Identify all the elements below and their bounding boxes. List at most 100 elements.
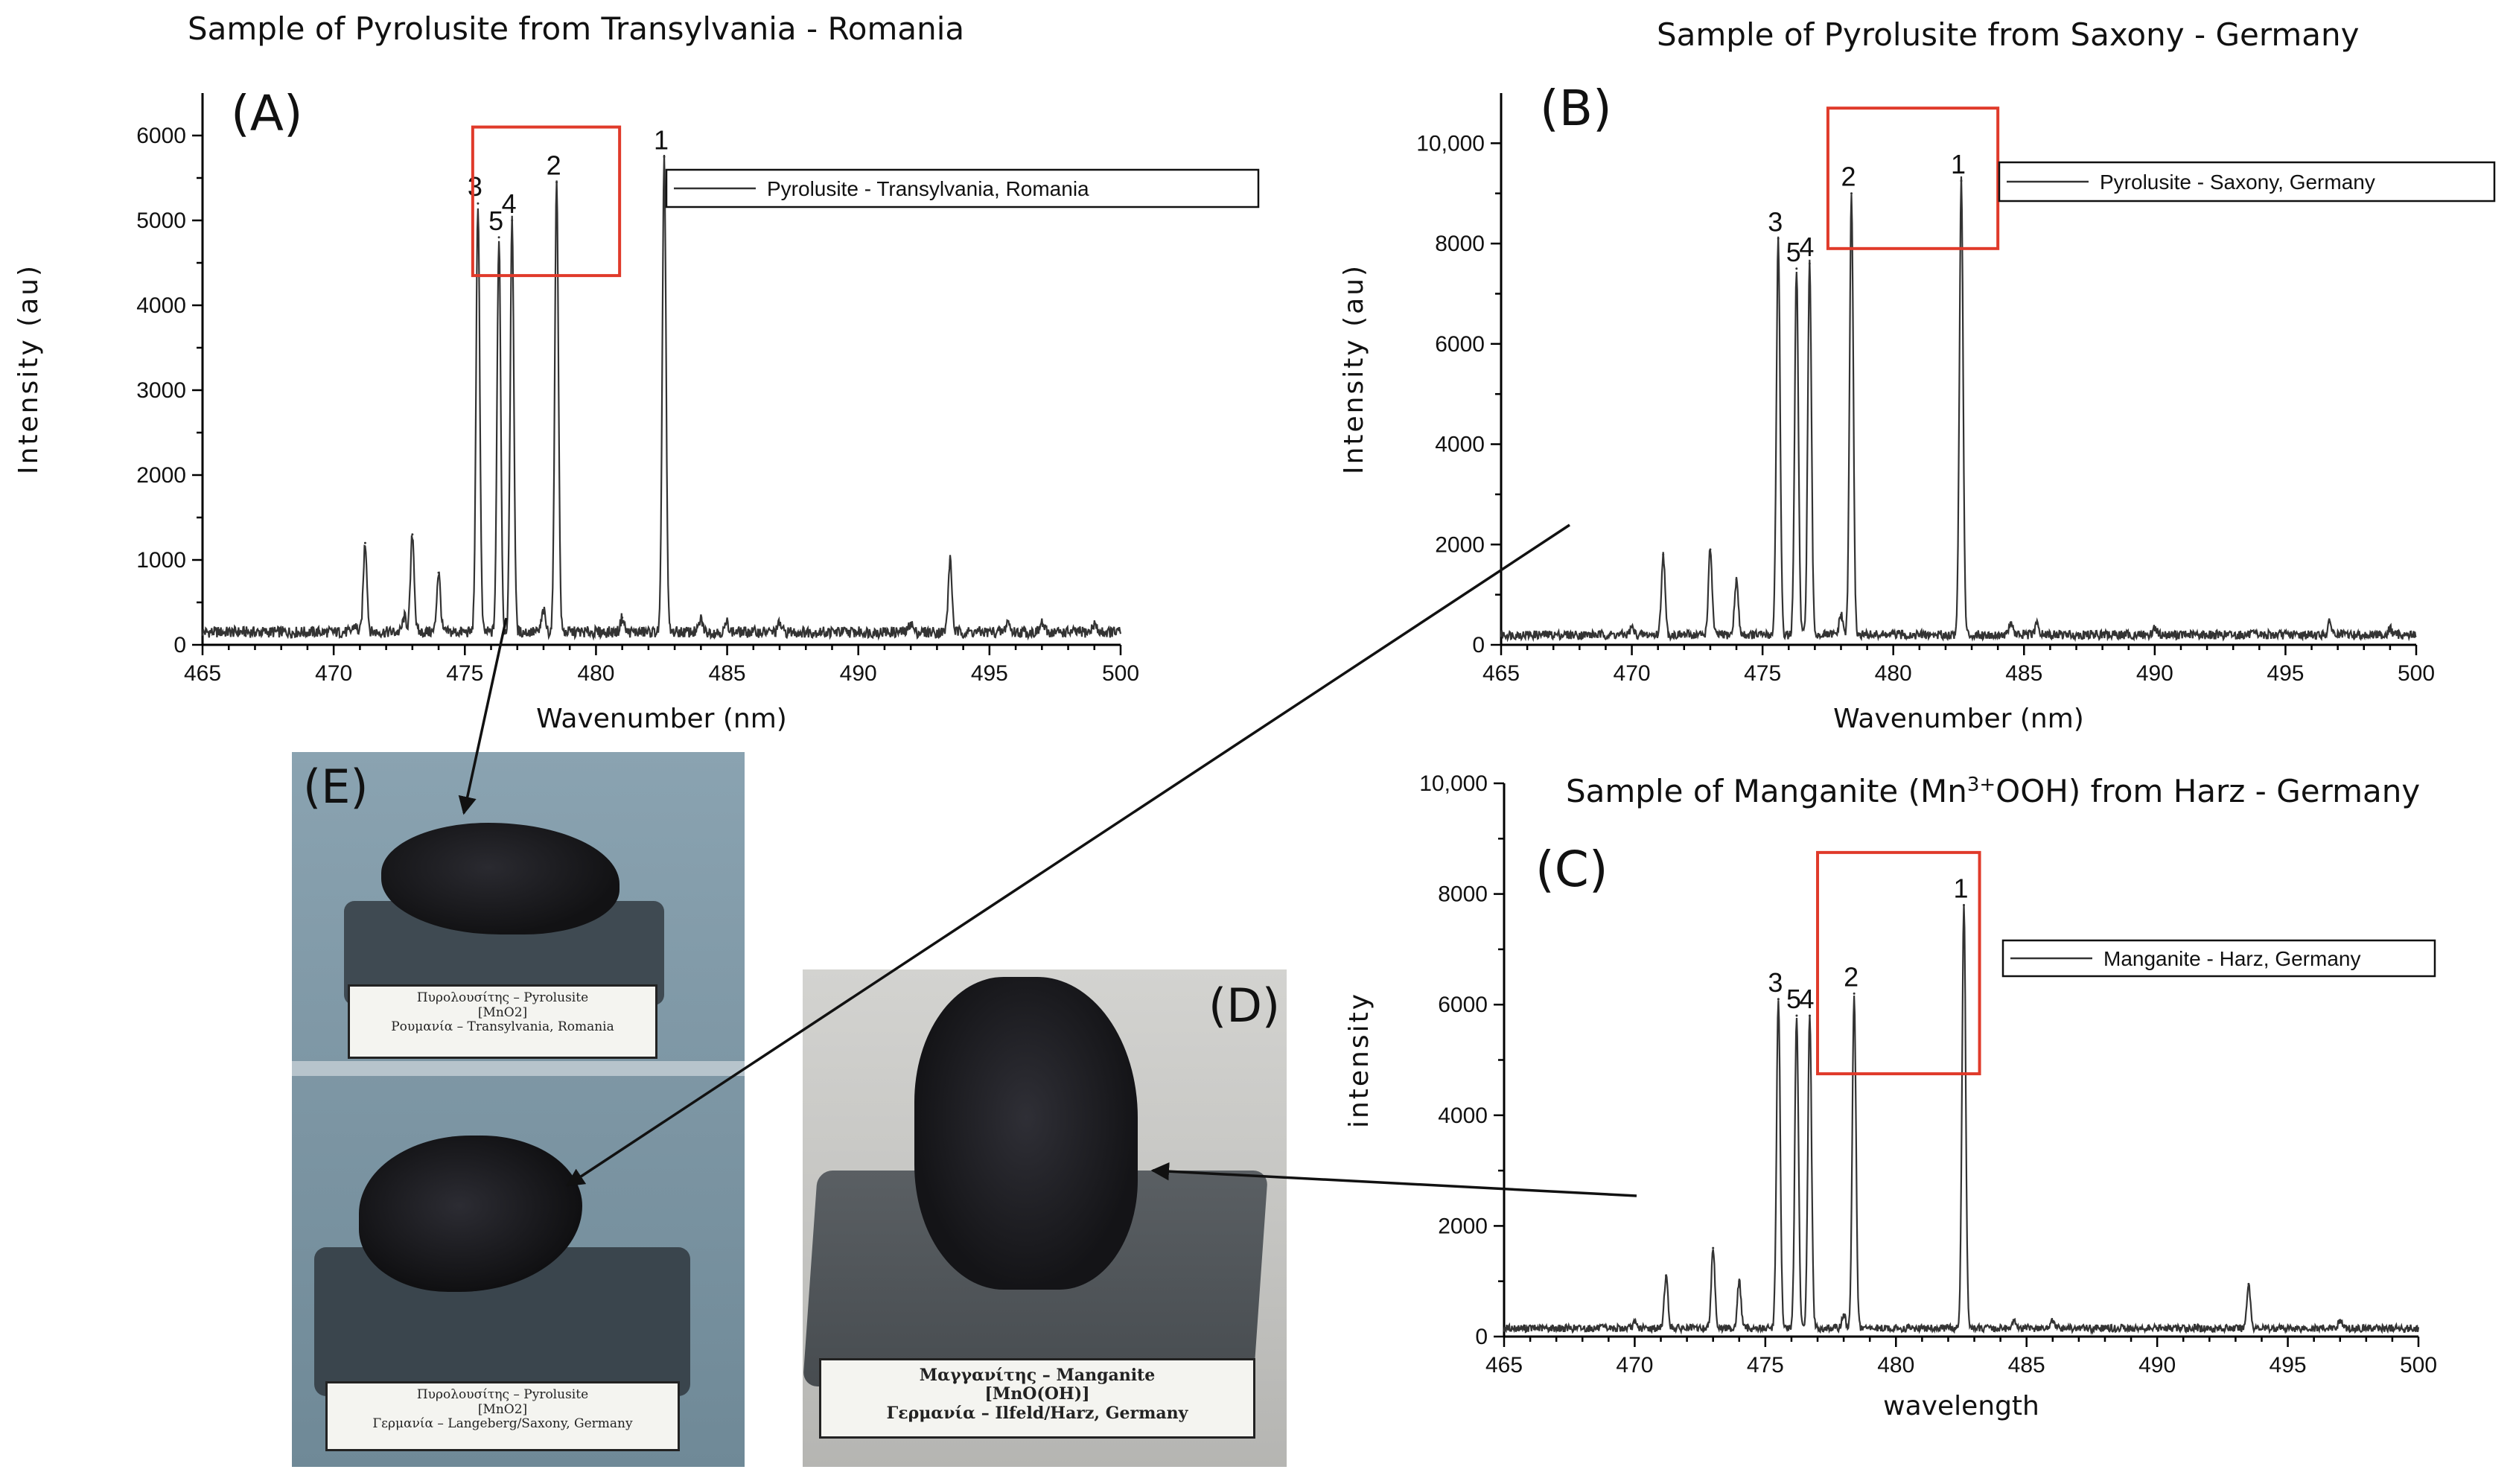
peak-point — [511, 219, 514, 222]
x-tick-label: 470 — [1616, 1353, 1653, 1378]
peak-point — [1850, 192, 1853, 195]
y-axis-label: Intensity (au) — [1339, 264, 1369, 474]
peak-point — [2153, 625, 2156, 628]
x-tick-label: 485 — [2005, 661, 2042, 686]
label-line: Ρουμανία – Transylvania, Romania — [391, 1019, 614, 1035]
photo-e-pyrolusite: Πυρολουσίτης – Pyrolusite [MnO2] Ρουμανί… — [292, 752, 745, 1467]
y-tick-label: 10,000 — [1419, 771, 1488, 796]
y-tick-label: 0 — [1475, 1325, 1488, 1349]
peak-point — [411, 533, 414, 536]
spectrum-line — [201, 154, 1122, 641]
peak-point — [2389, 627, 2392, 630]
highlight-box — [1826, 106, 2000, 250]
x-tick-label: 475 — [446, 661, 483, 686]
x-axis-label: wavelength — [1883, 1391, 2039, 1421]
rock-d — [914, 977, 1138, 1290]
peak-label: 5 — [1786, 237, 1801, 267]
x-tick-label: 500 — [1102, 661, 1139, 686]
y-tick-label: 2000 — [136, 463, 186, 488]
photo-letter-d: (D) — [1208, 978, 1281, 1033]
y-tick-label: 4000 — [136, 293, 186, 318]
peak-point — [1853, 992, 1856, 995]
title-panel-c-sup: 3+ — [1966, 774, 1996, 796]
peak-point — [2012, 1319, 2015, 1322]
peak-point — [663, 156, 666, 158]
panel-letter: (B) — [1540, 80, 1612, 137]
chart-panel-a: 0 1000 2000 3000 4000 5000 6000 465 470 475 480 485… — [13, 85, 1260, 734]
peak-label: 5 — [488, 206, 503, 236]
legend-label: Pyrolusite - Transylvania, Romania — [767, 177, 1089, 200]
peak-point — [1960, 179, 1963, 182]
peak-point — [1040, 621, 1043, 624]
peak-point — [555, 181, 558, 184]
x-axis-label: Wavenumber (nm) — [536, 704, 787, 734]
peak-point — [363, 541, 366, 544]
y-tick-label: 2000 — [1438, 1214, 1488, 1238]
peak-point — [1662, 553, 1665, 556]
x-tick-label: 480 — [1875, 661, 1912, 686]
x-tick-label: 490 — [2138, 1353, 2176, 1378]
peak-point — [2328, 621, 2331, 624]
peak-point — [2339, 1319, 2342, 1322]
peak-label: 3 — [1768, 206, 1783, 237]
peak-point — [2010, 621, 2013, 624]
photo-e-bottom-specimen: Πυρολουσίτης – Pyrolusite [MnO2] Γερμανί… — [292, 1076, 745, 1467]
y-tick-label: 1000 — [136, 548, 186, 573]
x-tick-label: 485 — [2008, 1353, 2045, 1378]
legend-label: Pyrolusite - Saxony, Germany — [2100, 171, 2375, 194]
y-tick-label: 6000 — [136, 124, 186, 148]
peak-point — [1809, 1014, 1812, 1017]
label-line: Μαγγανίτης – Manganite — [919, 1366, 1156, 1385]
peak-point — [437, 571, 440, 574]
y-tick-label: 10,000 — [1416, 131, 1485, 156]
y-axis-label: intensity — [1344, 992, 1375, 1128]
peak-point — [949, 558, 952, 561]
y-tick-label: 2000 — [1435, 532, 1485, 557]
peak-point — [1709, 548, 1712, 551]
y-tick-label: 6000 — [1438, 993, 1488, 1017]
x-axis-label: Wavenumber (nm) — [1833, 704, 2084, 734]
y-tick-label: 8000 — [1435, 232, 1485, 256]
rock-top — [381, 823, 620, 934]
peak-point — [1839, 614, 1842, 617]
peak-label: 2 — [547, 150, 561, 181]
x-tick-label: 480 — [577, 661, 614, 686]
title-panel-c-post: OOH) from Harz - Germany — [1996, 773, 2421, 809]
label-line: Πυρολουσίτης – Pyrolusite — [416, 990, 589, 1005]
peak-point — [1795, 267, 1798, 270]
y-tick-label: 3000 — [136, 378, 186, 403]
legend-box — [665, 168, 1260, 208]
peak-point — [909, 621, 912, 624]
x-tick-label: 465 — [184, 661, 221, 686]
peak-point — [1795, 1014, 1798, 1017]
title-panel-c-pre: Sample of Manganite (Mn — [1566, 773, 1967, 809]
peak-point — [1665, 1274, 1668, 1277]
y-tick-label: 4000 — [1435, 433, 1485, 457]
x-tick-label: 470 — [1614, 661, 1651, 686]
peak-label: 5 — [1786, 984, 1801, 1014]
peak-label: 2 — [1844, 961, 1859, 992]
label-card-d: Μαγγανίτης – Manganite [MnO(OH)] Γερμανί… — [819, 1358, 1255, 1439]
y-tick-label: 5000 — [136, 208, 186, 233]
peak-point — [403, 615, 406, 618]
peak-point — [1808, 262, 1811, 265]
peak-point — [2051, 1319, 2054, 1322]
label-line: [MnO2] — [477, 1004, 528, 1020]
peak-point — [542, 609, 545, 612]
label-card-e-top: Πυρολουσίτης – Pyrolusite [MnO2] Ρουμανί… — [348, 984, 657, 1059]
x-tick-label: 465 — [1485, 1353, 1523, 1378]
peak-point — [699, 618, 702, 621]
x-tick-label: 495 — [2267, 661, 2304, 686]
spectrum-line — [1503, 904, 2420, 1336]
peak-point — [778, 622, 781, 625]
x-tick-label: 485 — [709, 661, 746, 686]
title-panel-c: Sample of Manganite (Mn3+OOH) from Harz … — [1566, 773, 2420, 809]
x-tick-label: 495 — [2270, 1353, 2307, 1378]
peak-label: 2 — [1841, 162, 1856, 192]
spectrum-line — [1500, 176, 2417, 643]
peak-label: 1 — [1953, 873, 1968, 903]
label-line: Γερμανία – Ilfeld/Harz, Germany — [886, 1403, 1188, 1423]
photo-letter-e: (E) — [303, 759, 369, 814]
peak-label: 4 — [502, 188, 517, 219]
x-tick-label: 490 — [2136, 661, 2173, 686]
